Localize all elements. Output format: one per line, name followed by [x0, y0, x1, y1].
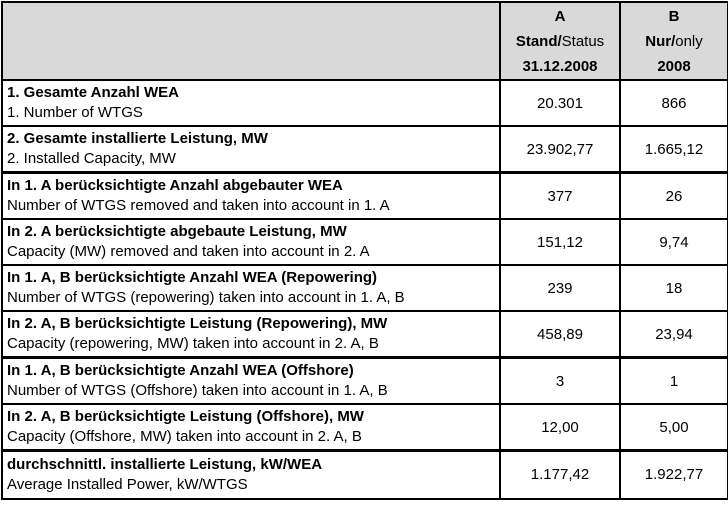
value-a: 377 [499, 171, 621, 220]
label-german: In 1. A, B berücksichtigte Anzahl WEA (O… [7, 362, 354, 379]
row-label: In 1. A, B berücksichtigte Anzahl WEA (O… [1, 356, 501, 405]
value-b: 18 [619, 264, 728, 312]
value-a: 23.902,77 [499, 125, 621, 174]
row-label: In 2. A, B berücksichtigte Leistung (Off… [1, 403, 501, 452]
value-a: 20.301 [499, 79, 621, 127]
label-german: In 1. A, B berücksichtigte Anzahl WEA (R… [7, 269, 378, 286]
row-label: In 2. A, B berücksichtigte Leistung (Rep… [1, 310, 501, 359]
col-b-nur: Nur/only [621, 29, 727, 54]
value-b: 866 [619, 79, 728, 127]
row-label: In 1. A, B berücksichtigte Anzahl WEA (R… [1, 264, 501, 312]
label-german: In 2. A, B berücksichtigte Leistung (Off… [7, 408, 364, 425]
header-row: A Stand/Status 31.12.2008 B Nur/only 200… [1, 1, 728, 81]
header-col-a: A Stand/Status 31.12.2008 [499, 1, 621, 81]
table-row: In 1. A, B berücksichtigte Anzahl WEA (O… [1, 356, 728, 405]
label-english: Average Installed Power, kW/WTGS [7, 475, 248, 493]
label-english: Capacity (MW) removed and taken into acc… [7, 243, 370, 260]
table-row: In 2. A, B berücksichtigte Leistung (Off… [1, 403, 728, 452]
value-a: 1.177,42 [499, 449, 621, 500]
value-a: 239 [499, 264, 621, 312]
col-b-nur-bold: Nur/ [645, 32, 676, 50]
label-english: Number of WTGS (repowering) taken into a… [7, 289, 405, 306]
col-a-stand-rest: Status [561, 32, 605, 50]
col-a-stand-bold: Stand/ [515, 32, 562, 50]
table-row: 2. Gesamte installierte Leistung, MW 2. I… [1, 125, 728, 174]
col-b-nur-rest: only [675, 32, 703, 50]
label-english: Number of WTGS (Offshore) taken into acc… [7, 382, 388, 399]
row-label: 2. Gesamte installierte Leistung, MW 2. I… [1, 125, 501, 174]
label-german: In 2. A berücksichtigte abgebaute Leistu… [7, 223, 347, 240]
table-row: In 2. A, B berücksichtigte Leistung (Rep… [1, 310, 728, 359]
value-b: 26 [619, 171, 728, 220]
value-b: 1.665,12 [619, 125, 728, 174]
label-english: 1. Number of WTGS [7, 104, 143, 121]
label-german: 1. Gesamte Anzahl WEA [7, 84, 179, 101]
col-a-date: 31.12.2008 [522, 57, 598, 75]
table-row: In 2. A berücksichtigte abgebaute Leistu… [1, 218, 728, 266]
label-german: durchschnittl. installierte Leistung, kW… [7, 455, 323, 473]
value-b: 1.922,77 [619, 449, 728, 500]
row-label: durchschnittl. installierte Leistung, kW… [1, 449, 501, 500]
label-english: Capacity (repowering, MW) taken into acc… [7, 335, 379, 352]
value-b: 5,00 [619, 403, 728, 452]
label-english: Number of WTGS removed and taken into ac… [7, 197, 390, 214]
wind-statistics-table: A Stand/Status 31.12.2008 B Nur/only 200… [1, 1, 728, 500]
label-english: Capacity (Offshore, MW) taken into accou… [7, 428, 362, 445]
label-german: In 1. A berücksichtigte Anzahl abgebaute… [7, 177, 343, 194]
value-b: 9,74 [619, 218, 728, 266]
table-row: durchschnittl. installierte Leistung, kW… [1, 449, 728, 500]
label-german: In 2. A, B berücksichtigte Leistung (Rep… [7, 315, 388, 332]
value-a: 12,00 [499, 403, 621, 452]
table-row: In 1. A, B berücksichtigte Anzahl WEA (R… [1, 264, 728, 312]
table-row: In 1. A berücksichtigte Anzahl abgebaute… [1, 171, 728, 220]
value-a: 3 [499, 356, 621, 405]
label-german: 2. Gesamte installierte Leistung, MW [7, 130, 268, 147]
label-english: 2. Installed Capacity, MW [7, 150, 176, 167]
row-label: 1. Gesamte Anzahl WEA 1. Number of WTGS [1, 79, 501, 127]
value-b: 23,94 [619, 310, 728, 359]
col-a-stand: Stand/Status [501, 29, 619, 54]
row-label: In 2. A berücksichtigte abgebaute Leistu… [1, 218, 501, 266]
value-a: 151,12 [499, 218, 621, 266]
value-b: 1 [619, 356, 728, 405]
header-empty-cell [1, 1, 501, 81]
row-label: In 1. A berücksichtigte Anzahl abgebaute… [1, 171, 501, 220]
col-b-letter: B [668, 7, 680, 25]
table-row: 1. Gesamte Anzahl WEA 1. Number of WTGS 2… [1, 79, 728, 127]
col-a-letter: A [554, 7, 566, 25]
col-b-year: 2008 [657, 57, 691, 75]
header-col-b: B Nur/only 2008 [619, 1, 728, 81]
value-a: 458,89 [499, 310, 621, 359]
